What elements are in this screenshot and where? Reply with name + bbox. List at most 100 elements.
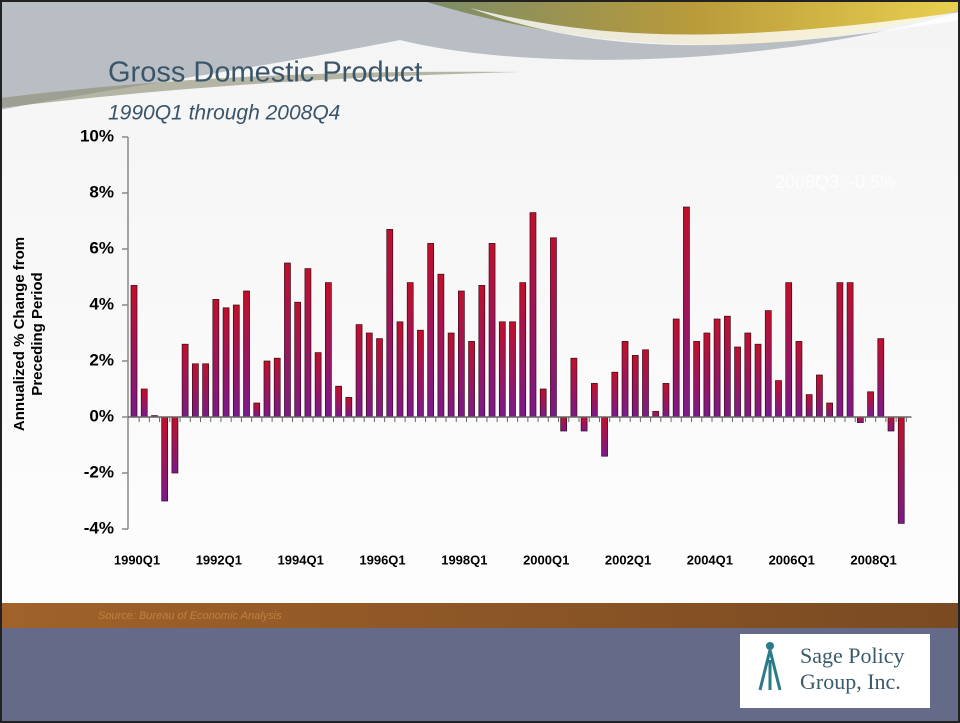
bar [580, 416, 588, 432]
y-axis-label: Annualized % Change from [11, 237, 28, 431]
bar [488, 243, 496, 418]
y-tick-label: 4% [89, 294, 114, 313]
bar [243, 290, 250, 418]
bar [570, 357, 578, 418]
bar [590, 383, 598, 418]
logo-text: Group, Inc. [800, 669, 901, 694]
bar [897, 416, 905, 524]
bar [683, 206, 690, 418]
bar [703, 332, 711, 418]
header-swoosh [0, 71, 520, 108]
bar [642, 349, 649, 418]
bar [856, 416, 864, 423]
bar [314, 352, 322, 418]
bar [560, 416, 568, 432]
bar [672, 318, 680, 418]
y-tick-label: 0% [89, 406, 114, 425]
bar [447, 332, 455, 418]
bar [335, 385, 342, 418]
bar [284, 262, 291, 418]
bar [662, 383, 670, 418]
logo-icon [766, 642, 774, 650]
y-tick-label: 10% [80, 126, 114, 145]
annotation: 2008Q3: -0.5% [775, 172, 896, 192]
bar [621, 341, 629, 418]
source: Source: Bureau of Economic Analysis [98, 610, 282, 622]
bar [365, 332, 373, 418]
bar [713, 318, 721, 418]
bar [468, 341, 475, 418]
bar [836, 282, 844, 418]
bar [202, 363, 209, 418]
bar [539, 388, 547, 418]
bar [887, 416, 895, 432]
bar [386, 229, 394, 418]
bar [181, 343, 189, 418]
bar [376, 338, 383, 418]
source-band [0, 603, 960, 628]
bar [161, 416, 169, 502]
x-tick-label: 2000Q1 [523, 552, 569, 567]
chart-subtitle: 1990Q1 through 2008Q4 [108, 102, 340, 125]
bar [519, 282, 527, 418]
x-tick-label: 1990Q1 [114, 552, 160, 567]
bar [396, 321, 404, 418]
bar [764, 310, 772, 418]
y-axis-label: Preceding Period [29, 272, 46, 395]
x-tick-label: 1996Q1 [359, 552, 405, 567]
bar [140, 388, 148, 418]
y-tick-label: 6% [89, 238, 114, 257]
bar [304, 268, 312, 418]
x-tick-label: 2002Q1 [605, 552, 651, 567]
bar [601, 416, 608, 457]
bar [325, 282, 332, 418]
bar [263, 360, 271, 418]
bar [775, 380, 782, 418]
bar [867, 391, 874, 418]
bar [478, 285, 486, 418]
y-tick-label: -2% [84, 462, 114, 481]
bar [273, 357, 281, 418]
bar [212, 299, 220, 418]
bar [192, 363, 199, 418]
x-tick-label: 1998Q1 [441, 552, 487, 567]
bar [693, 341, 701, 418]
bar [611, 371, 619, 418]
bar [417, 329, 424, 418]
bar [652, 411, 660, 418]
y-tick-label: 2% [89, 350, 114, 369]
bar [816, 374, 823, 418]
x-tick-label: 2004Q1 [687, 552, 733, 567]
bar [171, 416, 179, 474]
bar [805, 394, 813, 418]
bar [785, 282, 793, 418]
bar [345, 397, 353, 418]
bar [509, 321, 516, 418]
bar [877, 338, 885, 418]
bar [744, 332, 752, 418]
bar [550, 237, 557, 418]
bar [355, 324, 363, 418]
bar [754, 343, 762, 418]
bar [846, 282, 854, 418]
bar [826, 402, 833, 418]
x-tick-label: 2006Q1 [769, 552, 815, 567]
bar [723, 315, 731, 418]
x-tick-label: 1992Q1 [196, 552, 242, 567]
y-tick-label: -4% [84, 518, 114, 537]
bar [222, 307, 230, 418]
bar [437, 273, 445, 418]
chart-title: Gross Domestic Product [108, 57, 422, 89]
bar [631, 355, 639, 418]
x-tick-label: 1994Q1 [278, 552, 324, 567]
bar [406, 282, 414, 418]
logo-icon [758, 649, 782, 691]
bar [529, 212, 537, 418]
logo-text: Sage Policy [800, 643, 905, 668]
y-tick-label: 8% [89, 182, 114, 201]
bar [795, 341, 803, 418]
bar [232, 304, 240, 418]
